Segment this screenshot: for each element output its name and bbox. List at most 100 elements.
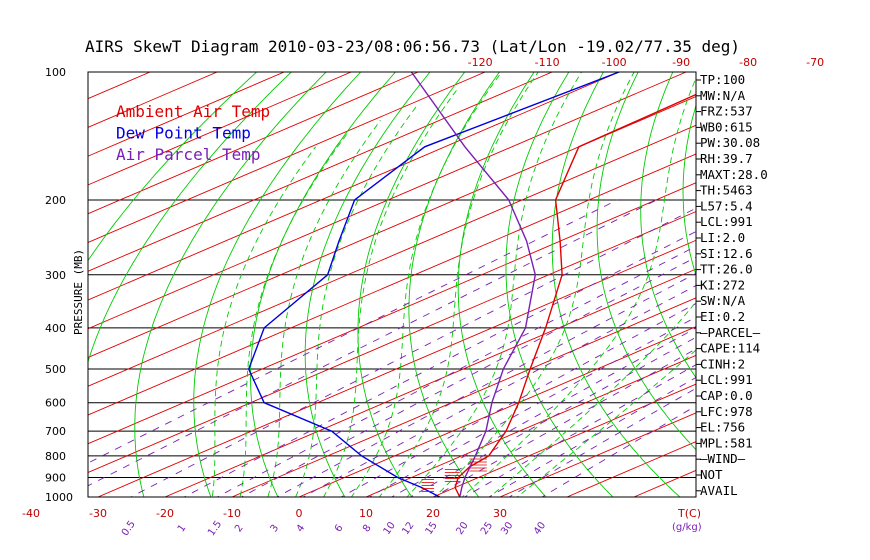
bottom-temp-tick-label: -30 xyxy=(89,507,107,520)
index-item: TT:26.0 xyxy=(700,262,753,277)
index-item: LCL:991 xyxy=(700,372,753,387)
dry-adiabat-line xyxy=(804,72,870,506)
mixing-ratio-tick-label: 15 xyxy=(424,520,440,537)
index-item: LCL:991 xyxy=(700,214,753,229)
mixing-ratio-tick-label: 2 xyxy=(233,523,246,535)
top-temp-tick-label: -90 xyxy=(672,56,690,69)
index-item: —PARCEL— xyxy=(700,325,761,340)
index-item: TH:5463 xyxy=(700,183,753,198)
moist-adiabat-line xyxy=(295,105,418,497)
moist-adiabat-line xyxy=(239,133,348,497)
dry-adiabat-line xyxy=(88,72,292,364)
pressure-tick-label: 100 xyxy=(45,66,66,79)
mixing-ratio-unit-label: (g/kg) xyxy=(672,522,702,533)
index-item: KI:272 xyxy=(700,277,745,292)
isotherm-line xyxy=(88,72,419,215)
bottom-temp-tick-label: -40 xyxy=(22,507,40,520)
ambient-air-temp-line xyxy=(454,93,696,497)
index-item: MPL:581 xyxy=(700,435,753,450)
moist-adiabat-line xyxy=(322,89,458,497)
mixing-ratio-tick-label: 12 xyxy=(400,520,416,537)
isotherm-line xyxy=(88,72,687,330)
pressure-tick-label: 400 xyxy=(45,322,66,335)
mixing-ratio-line xyxy=(340,303,696,497)
top-temp-tick-label: -120 xyxy=(468,56,493,69)
pressure-tick-label: 900 xyxy=(45,472,66,485)
isotherm-line xyxy=(88,72,553,272)
isotherm-line xyxy=(298,326,696,497)
dry-adiabat-line xyxy=(408,72,500,497)
pressure-tick-label: 500 xyxy=(45,363,66,376)
legend-item: Dew Point Temp xyxy=(116,124,251,143)
mixing-ratio-line xyxy=(240,256,696,497)
mixing-ratio-tick-label: 20 xyxy=(454,520,470,537)
mixing-ratio-tick-label: 25 xyxy=(479,520,495,537)
isotherm-line xyxy=(88,124,696,387)
dew-point-temp-line xyxy=(247,72,620,497)
dry-adiabat-line xyxy=(551,72,681,497)
mixing-ratio-line xyxy=(302,285,696,497)
series-layer xyxy=(247,72,696,497)
top-temp-tick-label: -100 xyxy=(602,56,627,69)
index-item: EL:756 xyxy=(700,420,745,435)
isotherm-line xyxy=(88,211,696,474)
dry-adiabat-line xyxy=(682,103,696,277)
moist-adiabat-line xyxy=(434,72,635,497)
pressure-tick-label: 600 xyxy=(45,397,66,410)
mixing-ratio-tick-label: 0.5 xyxy=(120,519,138,538)
pressure-tick-label: 300 xyxy=(45,269,66,282)
mixing-ratio-line xyxy=(88,199,657,487)
index-item: CAPE:114 xyxy=(700,341,760,356)
mixing-ratio-tick-label: 30 xyxy=(499,520,515,537)
moist-adiabat-line xyxy=(211,146,316,497)
legend: Ambient Air Temp Dew Point Temp Air Parcel… xyxy=(116,102,270,164)
isotherm-line xyxy=(365,354,696,497)
dry-adiabat-line xyxy=(640,72,696,379)
index-item: L57:5.4 xyxy=(700,198,753,213)
dry-adiabat-line xyxy=(88,72,257,262)
isotherm-line xyxy=(432,383,696,497)
moist-adiabat-line xyxy=(406,72,582,497)
index-item: EI:0.2 xyxy=(700,309,745,324)
bottom-temp-tick-label: 20 xyxy=(426,507,440,520)
pressure-tick-label: 700 xyxy=(45,425,66,438)
mixing-ratio-line xyxy=(183,231,696,497)
mixing-ratio-line xyxy=(129,207,696,497)
index-item: —WIND— xyxy=(700,451,746,466)
index-item: MW:N/A xyxy=(700,88,746,103)
y-axis-label: PRESSURE (MB) xyxy=(72,249,85,335)
index-item: TP:100 xyxy=(700,72,745,87)
isotherm-line xyxy=(88,72,486,243)
isotherm-line xyxy=(0,72,83,497)
air-parcel-temp-line xyxy=(410,72,537,497)
index-item: NOT xyxy=(700,467,723,482)
mixing-ratio-line xyxy=(541,405,696,497)
mixing-ratio-tick-label: 1 xyxy=(176,523,189,535)
moist-adiabat-line xyxy=(267,120,381,497)
grid-layer xyxy=(0,72,870,506)
index-item: WB0:615 xyxy=(700,119,753,134)
pressure-tick-label: 200 xyxy=(45,194,66,207)
top-temp-tick-label: -80 xyxy=(739,56,757,69)
dry-adiabat-line xyxy=(250,72,396,497)
mixing-ratio-tick-label: 1.5 xyxy=(206,519,224,538)
pressure-tick-label: 1000 xyxy=(45,491,73,504)
index-item: SI:12.6 xyxy=(700,246,753,261)
isotherm-line xyxy=(499,412,696,497)
dry-adiabat-line xyxy=(457,72,547,497)
dry-adiabat-line xyxy=(134,72,327,497)
index-item: FRZ:537 xyxy=(700,104,753,119)
index-item: AVAIL xyxy=(700,483,738,498)
top-temp-tick-label: -110 xyxy=(535,56,560,69)
dry-adiabat-line xyxy=(505,72,614,497)
isotherm-line xyxy=(88,72,285,157)
moist-adiabat-line xyxy=(350,72,503,497)
bottom-temp-tick-label: 0 xyxy=(296,507,303,520)
legend-item: Ambient Air Temp xyxy=(116,102,270,121)
mixing-ratio-line xyxy=(276,272,696,497)
index-item: CAP:0.0 xyxy=(700,388,753,403)
isotherm-line xyxy=(88,182,696,445)
index-item: CINH:2 xyxy=(700,356,745,371)
dry-adiabat-line xyxy=(357,72,466,497)
